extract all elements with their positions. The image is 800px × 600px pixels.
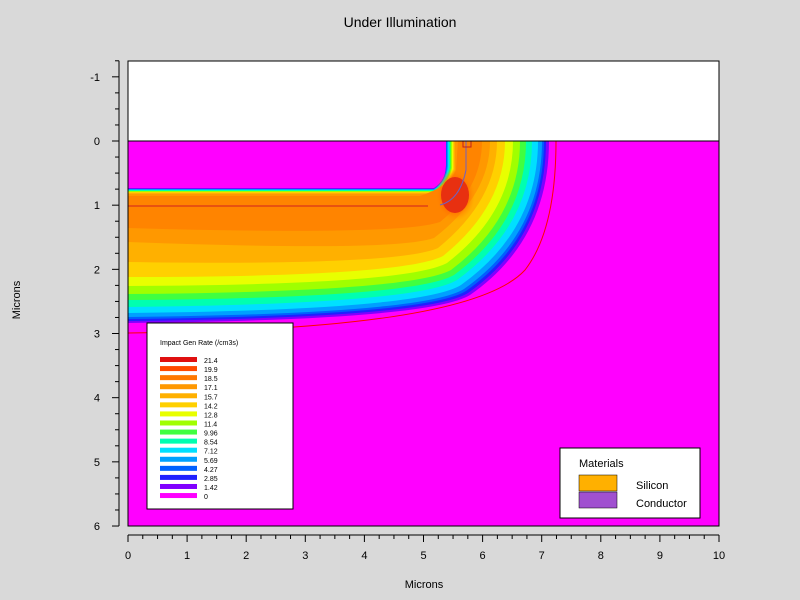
colorbar-swatch (160, 384, 197, 390)
x-tick-label: 6 (480, 550, 486, 562)
x-tick-label: 8 (598, 550, 604, 562)
colorbar-swatch (160, 465, 197, 471)
colorbar-swatch (160, 402, 197, 408)
colorbar-swatch (160, 474, 197, 480)
colorbar-swatch (160, 493, 197, 499)
x-tick-label: 2 (243, 550, 249, 562)
material-swatch-silicon (578, 474, 618, 492)
colorbar-level-label: 1.42 (204, 485, 218, 492)
y-tick-label: 5 (94, 457, 100, 469)
materials-title: Materials (579, 458, 624, 470)
y-tick-label: 3 (94, 329, 100, 341)
colorbar-swatch (160, 375, 197, 381)
chart-title: Under Illumination (344, 14, 457, 30)
colorbar-level-label: 15.7 (204, 394, 218, 401)
colorbar-level-label: 7.12 (204, 449, 218, 456)
y-tick-label: 1 (94, 200, 100, 212)
region-above-surface (128, 61, 719, 141)
y-tick-label: 6 (94, 521, 100, 533)
colorbar-swatch (160, 420, 197, 426)
x-tick-label: 10 (713, 550, 725, 562)
material-label-conductor: Conductor (636, 498, 687, 510)
x-axis-label: Microns (405, 579, 444, 591)
colorbar-swatch (160, 456, 197, 462)
colorbar-swatch (160, 366, 197, 372)
x-tick-label: 4 (361, 550, 367, 562)
colorbar-swatch (160, 429, 197, 435)
colorbar-swatch (160, 411, 197, 417)
colorbar-swatches: 21.4 19.9 18.5 17.1 15.7 14.2 12.8 11.4 9.96 8.54… (160, 357, 218, 501)
material-swatch-conductor (578, 491, 618, 509)
x-tick-label: 7 (539, 550, 545, 562)
colorbar-level-label: 4.27 (204, 467, 218, 474)
colorbar-level-label: 14.2 (204, 403, 218, 410)
colorbar-swatch (160, 393, 197, 399)
x-tick-label: 1 (184, 550, 190, 562)
colorbar-level-label: 0 (204, 494, 208, 501)
x-tick-label: 9 (657, 550, 663, 562)
y-axis-label: Microns (11, 280, 23, 319)
colorbar-level-label: 9.96 (204, 431, 218, 438)
colorbar-level-label: 21.4 (204, 358, 218, 365)
colorbar-level-label: 12.8 (204, 412, 218, 419)
colorbar-swatch (160, 438, 197, 444)
colorbar-level-label: 11.4 (204, 421, 217, 428)
x-tick-label: 0 (125, 550, 131, 562)
colorbar-level-label: 5.69 (204, 458, 218, 465)
y-tick-label: 4 (94, 393, 100, 405)
x-tick-label: 3 (302, 550, 308, 562)
colorbar-swatch (160, 447, 197, 453)
colorbar-level-label: 18.5 (204, 376, 218, 383)
plot-area (128, 61, 719, 526)
conductor-outline (439, 141, 467, 206)
colorbar-level-label: 8.54 (204, 440, 218, 447)
colorbar-swatch (160, 483, 197, 489)
axes: 0 1 2 3 4 5 6 7 8 9 10 -1 0 1 2 3 4 5 6 (90, 60, 725, 562)
colorbar-level-label: 19.9 (204, 367, 218, 374)
x-tick-label: 5 (420, 550, 426, 562)
colorbar-level-label: 2.85 (204, 476, 218, 483)
colorbar-title: Impact Gen Rate (/cm3s) (160, 340, 238, 347)
y-tick-label: 2 (94, 264, 100, 276)
plot-frame (127, 60, 720, 527)
y-tick-label: 0 (94, 136, 100, 148)
colorbar-swatch (160, 357, 197, 362)
y-tick-label: -1 (90, 72, 100, 84)
material-label-silicon: Silicon (636, 480, 668, 492)
contour-band-12 (128, 141, 482, 231)
colorbar-level-label: 17.1 (204, 385, 218, 392)
